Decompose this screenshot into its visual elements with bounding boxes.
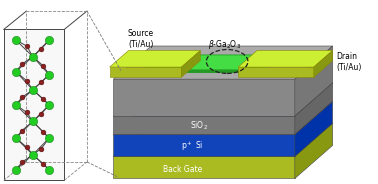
Text: Source
(Ti/Au): Source (Ti/Au) xyxy=(127,29,154,49)
Polygon shape xyxy=(4,29,64,180)
Polygon shape xyxy=(238,67,314,77)
Text: Drain
(Ti/Au): Drain (Ti/Au) xyxy=(336,52,362,72)
Text: Back Gate: Back Gate xyxy=(163,165,202,174)
Polygon shape xyxy=(295,123,333,178)
Polygon shape xyxy=(113,134,295,156)
Polygon shape xyxy=(181,50,200,77)
Polygon shape xyxy=(113,79,295,116)
Text: SiO$_2$: SiO$_2$ xyxy=(190,120,208,132)
Polygon shape xyxy=(113,83,333,116)
Text: p$^+$ Si: p$^+$ Si xyxy=(181,140,203,153)
Polygon shape xyxy=(144,55,282,70)
Polygon shape xyxy=(144,70,265,72)
Polygon shape xyxy=(113,101,333,134)
Polygon shape xyxy=(110,50,200,67)
Polygon shape xyxy=(113,116,295,134)
Polygon shape xyxy=(110,67,181,77)
Polygon shape xyxy=(238,50,333,67)
Polygon shape xyxy=(113,123,333,156)
Text: $\beta$-Ga$_2$O$_3$: $\beta$-Ga$_2$O$_3$ xyxy=(208,38,241,51)
Polygon shape xyxy=(113,156,295,178)
Polygon shape xyxy=(314,50,333,77)
Polygon shape xyxy=(295,101,333,156)
Polygon shape xyxy=(295,83,333,134)
Polygon shape xyxy=(295,46,333,116)
Polygon shape xyxy=(113,46,333,79)
